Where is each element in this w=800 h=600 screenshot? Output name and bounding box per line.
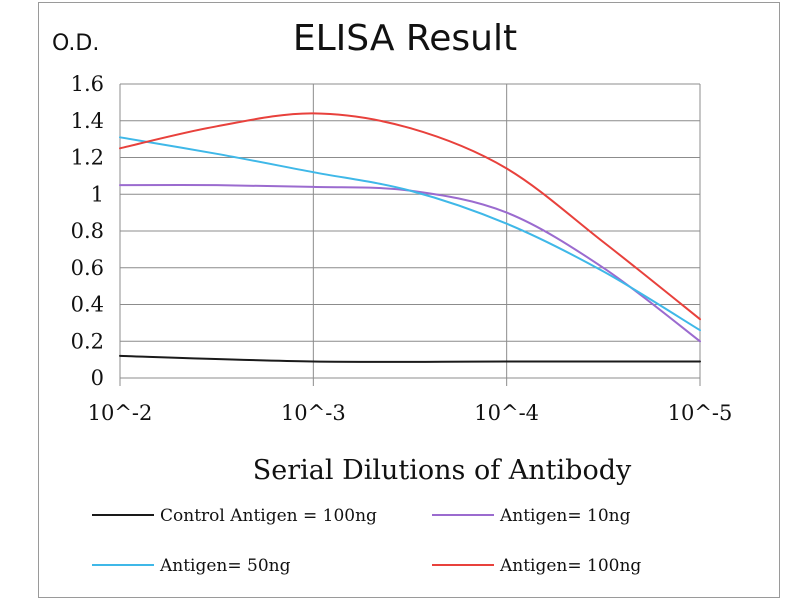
legend-label-antigen-50ng: Antigen= 50ng	[159, 556, 291, 576]
grid	[120, 83, 701, 378]
series-line-antigen-10ng	[119, 183, 701, 343]
chart-frame	[38, 2, 780, 598]
y-tick-label: 1.2	[71, 146, 104, 170]
x-tick-label: 10^-2	[88, 401, 153, 425]
tick-labels: 0 0.2 0.4 0.6 0.8 1 1.2 1.4 1.6 10^-2 10^-3 10^-4 10…	[71, 72, 733, 425]
series-lines	[119, 112, 701, 363]
legend-label-antigen-100ng: Antigen= 100ng	[499, 556, 641, 576]
x-tick-label: 10^-5	[668, 401, 733, 425]
series-line-control-antigen-100ng	[119, 354, 701, 363]
y-tick-label: 0	[91, 366, 104, 390]
y-tick-label: 1.6	[71, 72, 104, 96]
y-tick-label: 0.2	[71, 329, 104, 353]
chart-title: ELISA Result	[293, 18, 517, 59]
x-tick-label: 10^-4	[474, 401, 539, 425]
y-axis-label: O.D.	[52, 31, 99, 56]
x-axis-label: Serial Dilutions of Antibody	[253, 455, 632, 486]
x-tick-label: 10^-3	[281, 401, 346, 425]
series-line-antigen-50ng	[119, 136, 701, 332]
legend-label-control-antigen-100ng: Control Antigen = 100ng	[160, 506, 377, 526]
y-tick-label: 1.4	[71, 109, 104, 133]
y-tick-label: 1	[91, 182, 104, 206]
y-tick-label: 0.4	[71, 293, 104, 317]
legend: Control Antigen = 100ng Antigen= 10ng Anti…	[92, 506, 641, 576]
y-tick-label: 0.8	[71, 219, 104, 243]
series-line-antigen-100ng	[119, 112, 701, 321]
y-tick-label: 0.6	[71, 256, 104, 280]
axes	[119, 84, 701, 386]
legend-label-antigen-10ng: Antigen= 10ng	[499, 506, 631, 526]
